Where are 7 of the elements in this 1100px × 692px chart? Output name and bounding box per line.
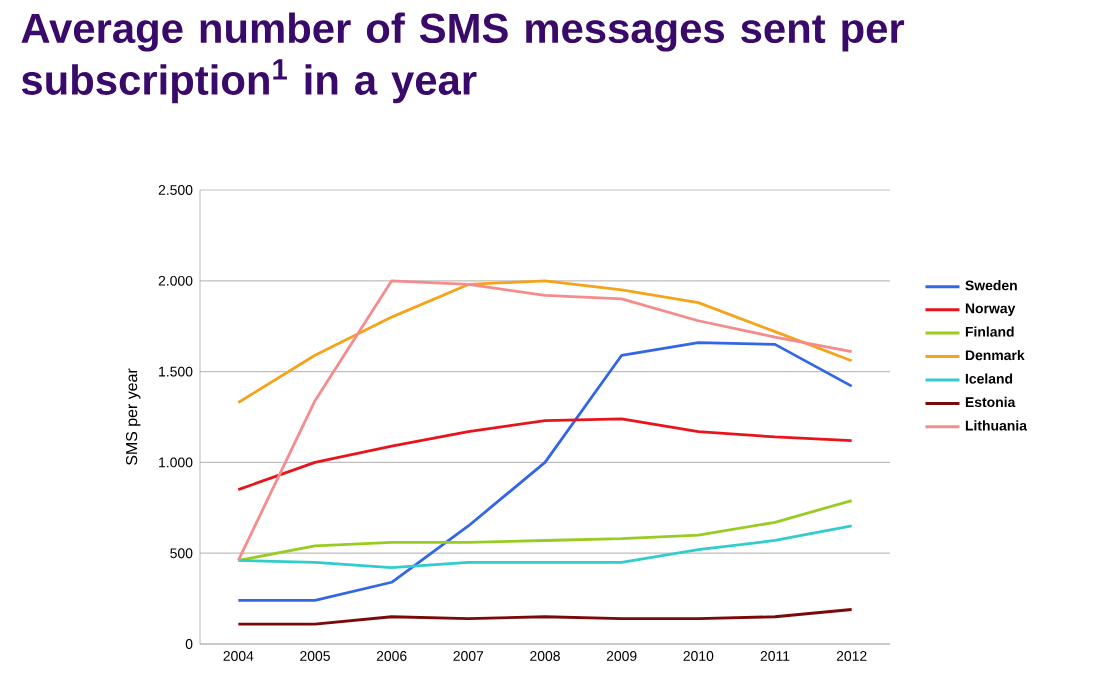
line-series [236,608,854,626]
line-series [236,499,854,562]
line-series [236,341,854,602]
line-series [236,417,854,492]
line-series [236,279,854,562]
line-series [236,279,854,404]
chart-title: Average number of SMS messages sent per subscription$^{1}$ in a year [21,12,905,104]
